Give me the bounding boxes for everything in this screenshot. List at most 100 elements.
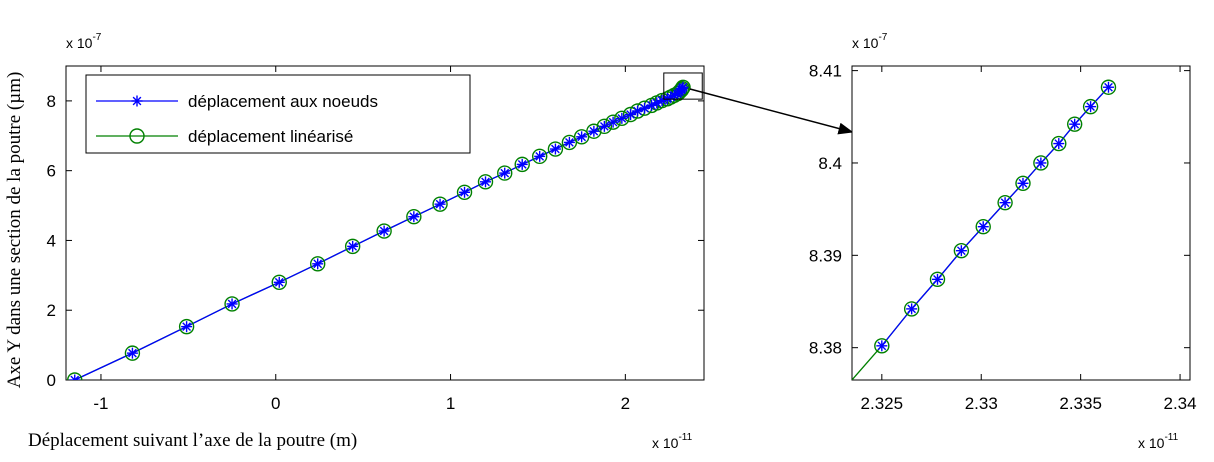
inset-point-nodes [1085, 101, 1097, 113]
main-point-linear [344, 238, 361, 255]
main-point-nodes [126, 347, 138, 359]
main-point-linear [547, 141, 564, 157]
legend: déplacement aux noeuds déplacement linéa… [85, 74, 471, 154]
inset-point-linear [1082, 98, 1099, 115]
legend-item-nodes: déplacement aux noeuds [96, 92, 378, 111]
inset-point-linear [1100, 79, 1117, 95]
legend-marker-linear [129, 128, 145, 144]
main-y-tick-label: 2 [47, 301, 56, 320]
zoom-arrow [689, 88, 854, 135]
main-point-nodes [347, 240, 359, 252]
main-point-nodes [499, 167, 511, 179]
main-y-multiplier: x 10-7 [66, 32, 102, 51]
main-point-linear [124, 345, 141, 361]
legend-box [85, 74, 471, 154]
inset-point-nodes [955, 245, 967, 257]
main-point-nodes [616, 112, 628, 124]
main-point-nodes [656, 95, 668, 107]
inset-point-nodes [1035, 157, 1047, 169]
main-x-tick-label: -1 [93, 394, 108, 413]
main-point-nodes [607, 116, 619, 128]
main-point-nodes [534, 150, 546, 162]
main-point-nodes [516, 158, 528, 170]
main-point-linear [514, 156, 530, 173]
inset-point-nodes [1102, 81, 1114, 93]
main-point-linear [456, 184, 473, 200]
inset-series-markers [874, 79, 1117, 354]
main-point-linear [178, 318, 195, 335]
main-x-axis-label: Déplacement suivant l’axe de la poutre (… [28, 430, 357, 451]
inset-point-linear [874, 338, 890, 354]
main-point-linear [605, 114, 621, 130]
main-point-nodes [677, 81, 689, 93]
inset-point-linear [953, 243, 970, 259]
inset-y-multiplier: x 10-7 [852, 32, 888, 51]
inset-point-linear [929, 271, 946, 288]
main-x-multiplier: x 10-11 [652, 432, 693, 451]
main-point-linear [675, 79, 691, 95]
inset-point-linear [903, 301, 920, 317]
main-point-nodes [459, 186, 471, 198]
legend-label-linear: déplacement linéarisé [188, 127, 353, 146]
main-point-nodes [226, 298, 238, 310]
main-point-linear [432, 196, 448, 212]
main-point-linear [477, 174, 494, 190]
inset-point-linear [1015, 175, 1031, 191]
inset-point-nodes [906, 303, 918, 315]
main-y-tick-label: 8 [47, 92, 56, 111]
main-point-nodes [378, 225, 390, 237]
inset-point-nodes [876, 340, 888, 352]
inset-x-tick-label: 2.33 [965, 394, 998, 413]
main-point-linear [376, 223, 392, 239]
inset-point-nodes [977, 221, 989, 233]
main-point-linear [531, 148, 548, 165]
main-series-markers [67, 79, 691, 380]
inset-x-tick-label: 2.34 [1164, 394, 1197, 413]
main-point-nodes [549, 143, 561, 155]
main-chart: 0 2 4 6 8 -1 0 1 2 x 10-7 x 10-11 Déplacement s… [4, 32, 705, 451]
main-point-linear [497, 165, 513, 181]
inset-point-nodes [931, 273, 943, 285]
legend-marker-circle [129, 128, 145, 144]
main-y-tick-label: 0 [47, 371, 56, 390]
main-point-nodes [576, 131, 588, 143]
main-x-axis: -1 0 1 2 [93, 66, 630, 413]
inset-y-tick-label: 8.41 [809, 62, 842, 81]
main-point-nodes [408, 211, 420, 223]
main-point-nodes [273, 276, 285, 288]
main-point-linear [674, 80, 690, 97]
main-point-linear [586, 123, 602, 139]
inset-point-linear [975, 218, 991, 235]
inset-x-multiplier: x 10-11 [1138, 432, 1179, 451]
main-point-linear [596, 118, 613, 135]
main-y-tick-label: 6 [47, 162, 56, 181]
inset-point-linear [1066, 116, 1083, 132]
main-point-nodes [563, 136, 575, 148]
inset-x-tick-label: 2.335 [1059, 394, 1102, 413]
main-point-nodes [480, 176, 492, 188]
main-point-linear [271, 274, 287, 291]
inset-point-nodes [1017, 177, 1029, 189]
main-point-linear [67, 372, 83, 380]
legend-item-linear: déplacement linéarisé [96, 127, 353, 146]
inset-point-linear [1051, 135, 1067, 152]
inset-chart: 8.38 8.39 8.4 8.41 2.325 2.33 2.335 2.34 x 10-… [809, 32, 1197, 451]
main-point-nodes [434, 198, 446, 210]
inset-point-nodes [999, 197, 1011, 209]
main-x-tick-label: 1 [446, 394, 455, 413]
main-point-linear [310, 256, 326, 272]
inset-x-tick-label: 2.325 [861, 394, 904, 413]
inset-point-linear [1033, 155, 1049, 171]
main-y-tick-label: 4 [47, 231, 56, 250]
inset-x-axis: 2.325 2.33 2.335 2.34 [861, 66, 1197, 413]
main-x-tick-label: 0 [271, 394, 280, 413]
main-point-nodes [598, 120, 610, 132]
main-point-linear [224, 296, 240, 312]
inset-point-nodes [1069, 118, 1081, 130]
inset-y-axis: 8.38 8.39 8.4 8.41 [809, 62, 1190, 358]
main-point-linear [614, 110, 630, 127]
main-y-axis-label: Axe Y dans une section de la poutre (µm) [4, 72, 25, 389]
inset-y-tick-label: 8.4 [818, 154, 842, 173]
main-point-nodes [312, 258, 324, 270]
